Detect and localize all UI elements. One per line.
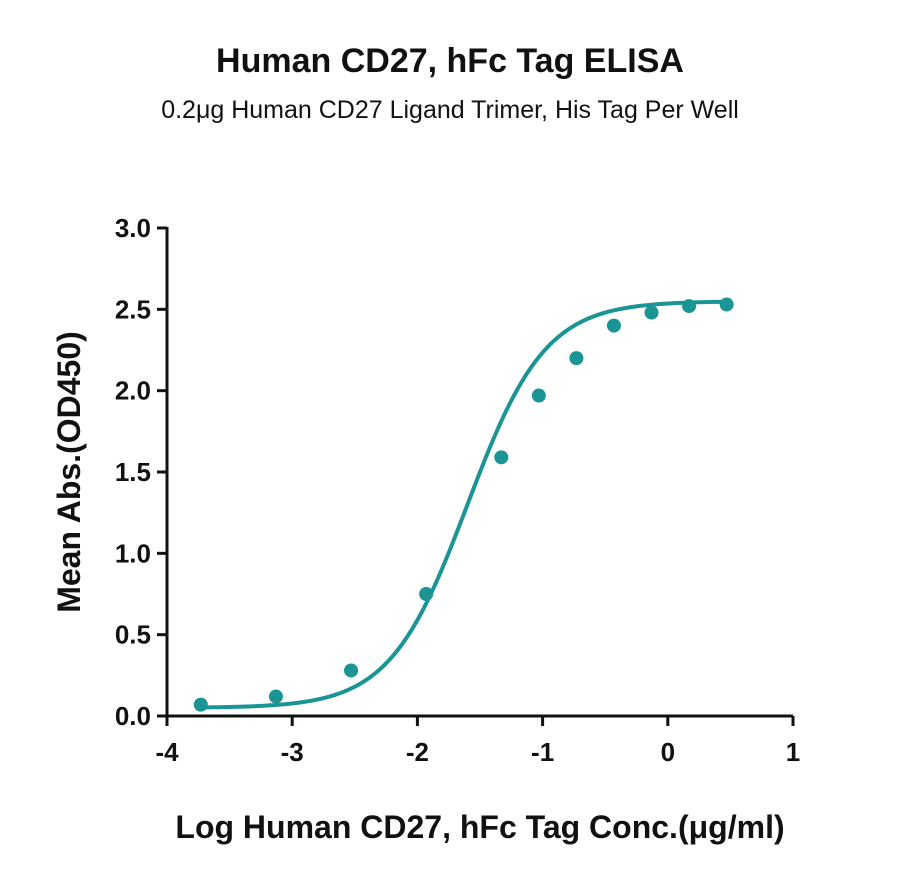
x-tick-label: -3 (281, 737, 304, 767)
x-tick-label: 1 (786, 737, 800, 767)
data-point (419, 587, 434, 601)
x-tick-label: -2 (406, 737, 429, 767)
y-tick-label: 0.0 (115, 701, 151, 731)
x-tick-label: 0 (661, 737, 675, 767)
data-point (682, 299, 697, 314)
x-tick-label: -1 (531, 737, 554, 767)
y-tick-label: 3.0 (115, 213, 151, 243)
data-point (719, 297, 734, 312)
data-point (494, 450, 509, 465)
y-tick-label: 2.0 (115, 376, 151, 406)
chart-subtitle: 0.2μg Human CD27 Ligand Trimer, His Tag … (161, 96, 739, 124)
data-point (268, 689, 283, 704)
data-point (644, 305, 659, 320)
y-tick-label: 1.0 (115, 538, 151, 568)
x-tick-label: -4 (155, 737, 179, 767)
data-point (344, 663, 359, 678)
data-point (531, 388, 546, 403)
data-point (193, 697, 208, 712)
data-point (569, 351, 584, 366)
data-points (193, 297, 734, 712)
y-tick-label: 2.5 (115, 294, 151, 324)
ticks: 0.0 0.5 1.0 1.5 2.0 2.5 3.0 -4 -3 -2 -1 0 1 (115, 213, 800, 767)
x-axis-title: Log Human CD27, hFc Tag Conc.(μg/ml) (175, 809, 784, 845)
chart-title: Human CD27, hFc Tag ELISA (216, 42, 684, 80)
data-point (606, 318, 621, 333)
fit-curve (200, 299, 727, 710)
y-tick-label: 1.5 (115, 457, 151, 487)
y-tick-label: 0.5 (115, 620, 151, 650)
y-axis-title: Mean Abs.(OD450) (51, 331, 87, 613)
